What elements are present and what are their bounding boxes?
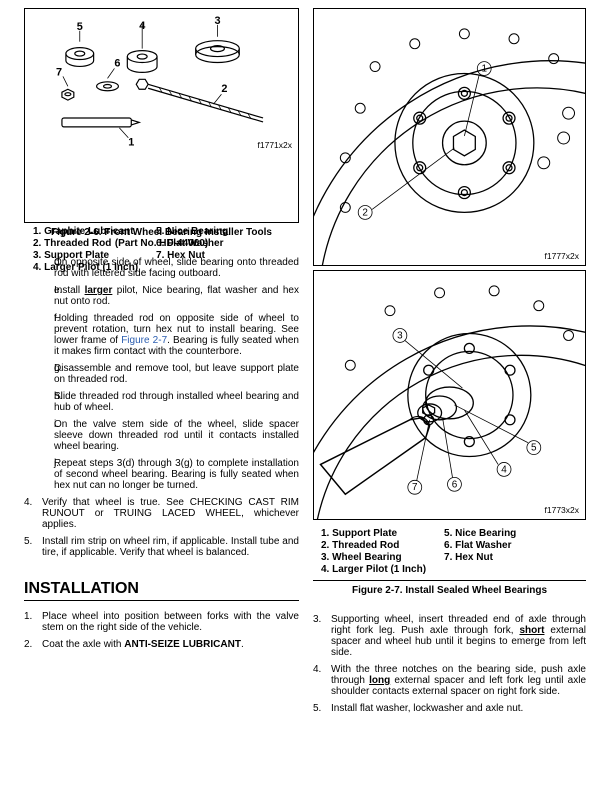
svg-text:5: 5 xyxy=(531,443,537,454)
installation-heading: INSTALLATION xyxy=(24,580,299,601)
figure-2-7-legend: 1. Support Plate 2. Threaded Rod 3. Whee… xyxy=(313,520,586,576)
figure-ref: f1771x2x xyxy=(258,140,293,150)
svg-text:4: 4 xyxy=(501,464,507,475)
svg-text:1: 1 xyxy=(481,64,487,75)
figure-link[interactable]: Figure 2-7 xyxy=(121,335,167,346)
figure-2-6: 3 4 5 6 7 2 1 f1771x2x 1. Graphite Lubri… xyxy=(24,8,299,223)
svg-text:2: 2 xyxy=(362,207,368,218)
figure-ref: f1777x2x xyxy=(545,251,580,261)
figure-2-7-upper: 1 2 f1777x2x xyxy=(313,8,586,266)
substep-e: e. Install larger pilot, Nice bearing, f… xyxy=(36,285,299,307)
figure-2-6-legend: 1. Graphite Lubricant 2. Threaded Rod 3.… xyxy=(25,222,298,276)
svg-text:4: 4 xyxy=(139,20,145,32)
right-column: 1 2 f1777x2x xyxy=(313,8,586,788)
svg-text:3: 3 xyxy=(215,15,221,27)
svg-text:6: 6 xyxy=(452,479,458,490)
steps-list-left: 4. Verify that wheel is true. See CHECKI… xyxy=(24,497,299,564)
figure-2-7-caption: Figure 2-7. Install Sealed Wheel Bearing… xyxy=(313,585,586,596)
svg-text:2: 2 xyxy=(221,83,227,95)
right-step-3: 3. Supporting wheel, insert threaded end… xyxy=(313,614,586,658)
svg-text:1: 1 xyxy=(128,137,134,149)
substep-g: g. Disassemble and remove tool, but leav… xyxy=(36,363,299,385)
install-step-1: 1. Place wheel into position between for… xyxy=(24,611,299,633)
right-step-4: 4. With the three notches on the bearing… xyxy=(313,664,586,697)
figure-2-6-illustration: 3 4 5 6 7 2 1 xyxy=(25,9,298,222)
page: 3 4 5 6 7 2 1 f1771x2x 1. Graphite Lubri… xyxy=(0,0,604,796)
right-step-5: 5. Install flat washer, lockwasher and a… xyxy=(313,703,586,714)
substeps-list: d. On opposite side of wheel, slide bear… xyxy=(24,257,299,497)
svg-text:6: 6 xyxy=(114,57,120,69)
steps-list-right: 3. Supporting wheel, insert threaded end… xyxy=(313,614,586,720)
substep-j: j. Repeat steps 3(d) through 3(g) to com… xyxy=(36,458,299,491)
substep-i: i. On the valve stem side of the wheel, … xyxy=(36,419,299,452)
svg-text:7: 7 xyxy=(56,66,62,78)
left-column: 3 4 5 6 7 2 1 f1771x2x 1. Graphite Lubri… xyxy=(24,8,299,788)
substep-h: h. Slide threaded rod through installed … xyxy=(36,391,299,413)
svg-text:3: 3 xyxy=(397,330,403,341)
step-4: 4. Verify that wheel is true. See CHECKI… xyxy=(24,497,299,530)
figure-2-7-lower-illustration: 3 4 5 6 7 xyxy=(314,271,585,519)
svg-text:5: 5 xyxy=(77,21,83,33)
installation-steps: 1. Place wheel into position between for… xyxy=(24,611,299,656)
figure-ref: f1773x2x xyxy=(545,505,580,515)
step-5: 5. Install rim strip on wheel rim, if ap… xyxy=(24,536,299,558)
figure-2-7-upper-illustration: 1 2 xyxy=(314,9,585,265)
figure-2-7-lower: 3 4 5 6 7 f1773x2x xyxy=(313,270,586,520)
substep-f: f. Holding threaded rod on opposite side… xyxy=(36,313,299,357)
install-step-2: 2. Coat the axle with ANTI-SEIZE LUBRICA… xyxy=(24,639,299,650)
svg-text:7: 7 xyxy=(412,482,418,493)
